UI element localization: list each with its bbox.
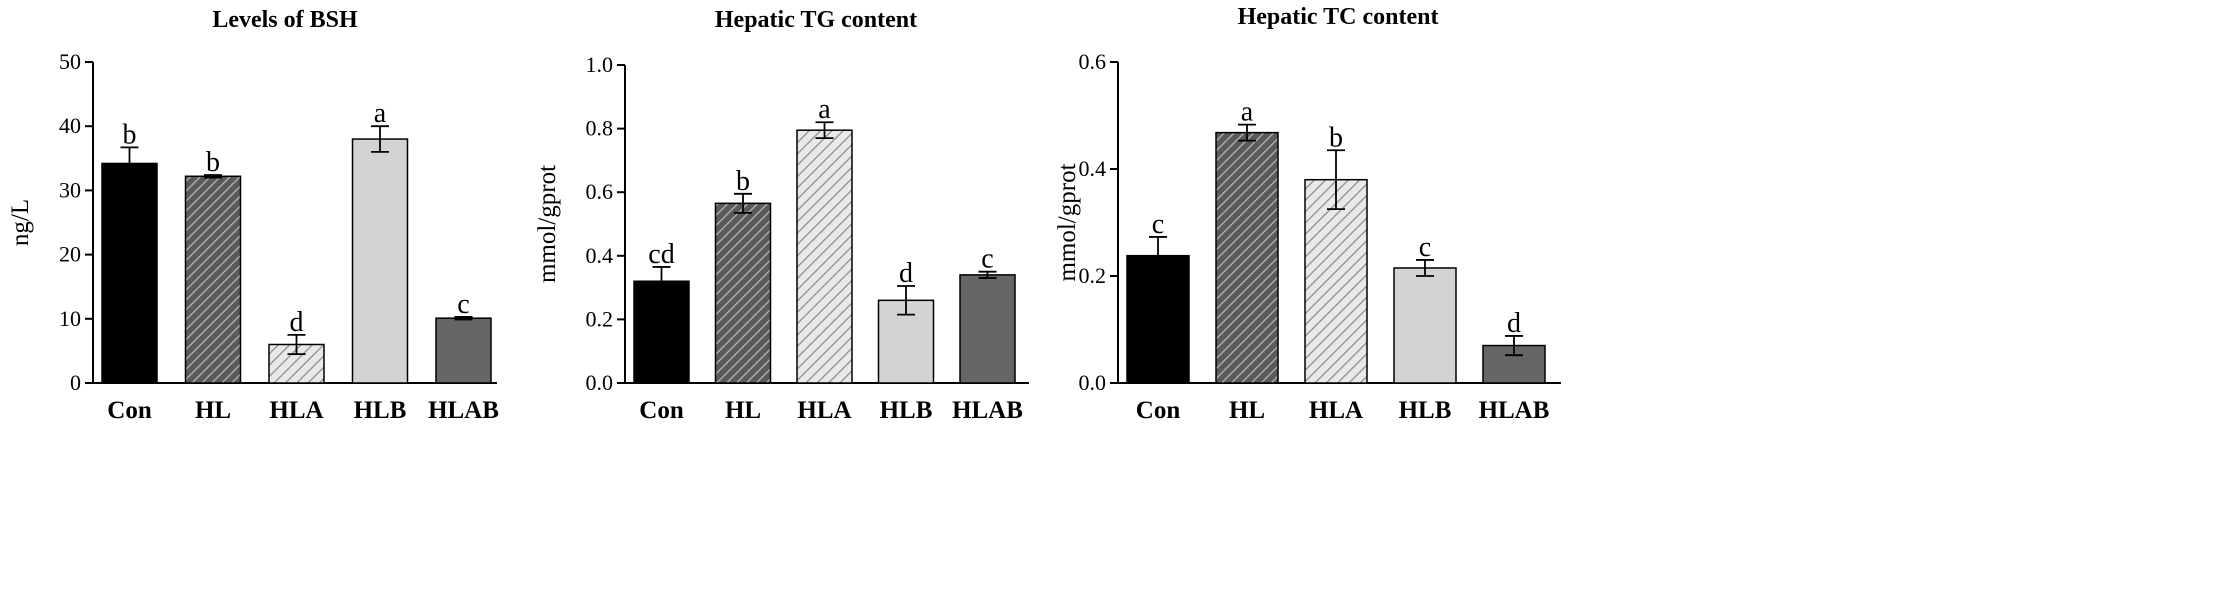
bar-hl <box>184 175 242 384</box>
y-tick-label: 0 <box>70 370 81 395</box>
x-category-label: HLB <box>1399 397 1452 424</box>
significance-label: b <box>1329 122 1343 153</box>
significance-label: c <box>1152 209 1164 240</box>
y-axis-label: mmol/gprot <box>1054 163 1081 281</box>
significance-label: c <box>1419 232 1431 263</box>
bar-hlab <box>959 274 1016 384</box>
bar-hlb <box>351 138 409 384</box>
y-tick-label: 20 <box>59 242 81 267</box>
x-category-label: HL <box>195 397 231 424</box>
x-category-label: HL <box>1229 397 1265 424</box>
x-category-label: HLA <box>269 397 323 424</box>
x-category-label: HLA <box>1309 397 1363 424</box>
bar-hl <box>714 202 772 384</box>
significance-label: b <box>206 147 220 178</box>
bar-con <box>1126 254 1190 384</box>
bar-hla <box>268 343 325 384</box>
chart-panel-3: Hepatic TC content mmol/gprot 0.0 0.2 0.4 0.6… <box>1054 4 1561 424</box>
y-tick-label: 30 <box>59 177 81 202</box>
y-tick-label: 0.4 <box>1079 156 1107 181</box>
significance-label: d <box>290 307 304 338</box>
y-tick-label: 0.6 <box>586 179 614 204</box>
significance-label: a <box>818 94 831 125</box>
y-tick-label: 0.2 <box>586 306 614 331</box>
significance-label: b <box>736 166 750 197</box>
y-tick-label: 1.0 <box>586 52 614 77</box>
y-tick-label: 0.8 <box>586 116 614 141</box>
y-tick-label: 40 <box>59 113 81 138</box>
bar-hlb <box>1393 267 1457 384</box>
significance-label: c <box>981 244 993 275</box>
significance-label: a <box>374 98 387 129</box>
y-axis-label: mmol/gprot <box>534 165 561 283</box>
chart-title: Levels of BSH <box>212 7 358 33</box>
x-category-label: HLAB <box>952 397 1023 424</box>
chart-title: Hepatic TC content <box>1238 4 1439 30</box>
y-tick-label: 0.0 <box>586 370 614 395</box>
bar-hla <box>1304 178 1368 384</box>
bar-hlab <box>435 317 492 384</box>
significance-label: d <box>1507 308 1521 339</box>
y-tick-label: 10 <box>59 306 81 331</box>
bar-hla <box>796 129 853 384</box>
y-tick-label: 0.6 <box>1079 49 1107 74</box>
x-category-label: Con <box>1136 397 1181 424</box>
bar-con <box>101 162 158 384</box>
x-category-label: HLB <box>880 397 933 424</box>
y-tick-label: 0.2 <box>1079 263 1107 288</box>
bar-con <box>633 280 690 384</box>
x-category-label: HLAB <box>1479 397 1550 424</box>
significance-label: cd <box>648 239 674 270</box>
x-category-label: Con <box>639 397 684 424</box>
chart-panel-2: Hepatic TG content mmol/gprot 0.0 0.2 0.4 0.6… <box>534 7 1029 424</box>
x-category-label: HLA <box>797 397 851 424</box>
x-category-label: HLB <box>354 397 407 424</box>
x-category-label: HL <box>725 397 761 424</box>
y-axis-label: ng/L <box>7 199 34 246</box>
y-tick-label: 50 <box>59 49 81 74</box>
chart-title: Hepatic TG content <box>715 7 917 33</box>
y-tick-label: 0.0 <box>1079 370 1107 395</box>
significance-label: c <box>457 289 469 320</box>
x-category-label: HLAB <box>428 397 499 424</box>
significance-label: a <box>1241 97 1254 128</box>
y-tick-label: 0.4 <box>586 243 614 268</box>
significance-label: b <box>123 119 137 150</box>
bar-hl <box>1215 131 1279 384</box>
chart-panel-1: Levels of BSH ng/L 0 10 20 30 40 50 b Con b HL d HLA a… <box>7 7 499 424</box>
x-category-label: Con <box>107 397 152 424</box>
significance-label: d <box>899 258 913 289</box>
